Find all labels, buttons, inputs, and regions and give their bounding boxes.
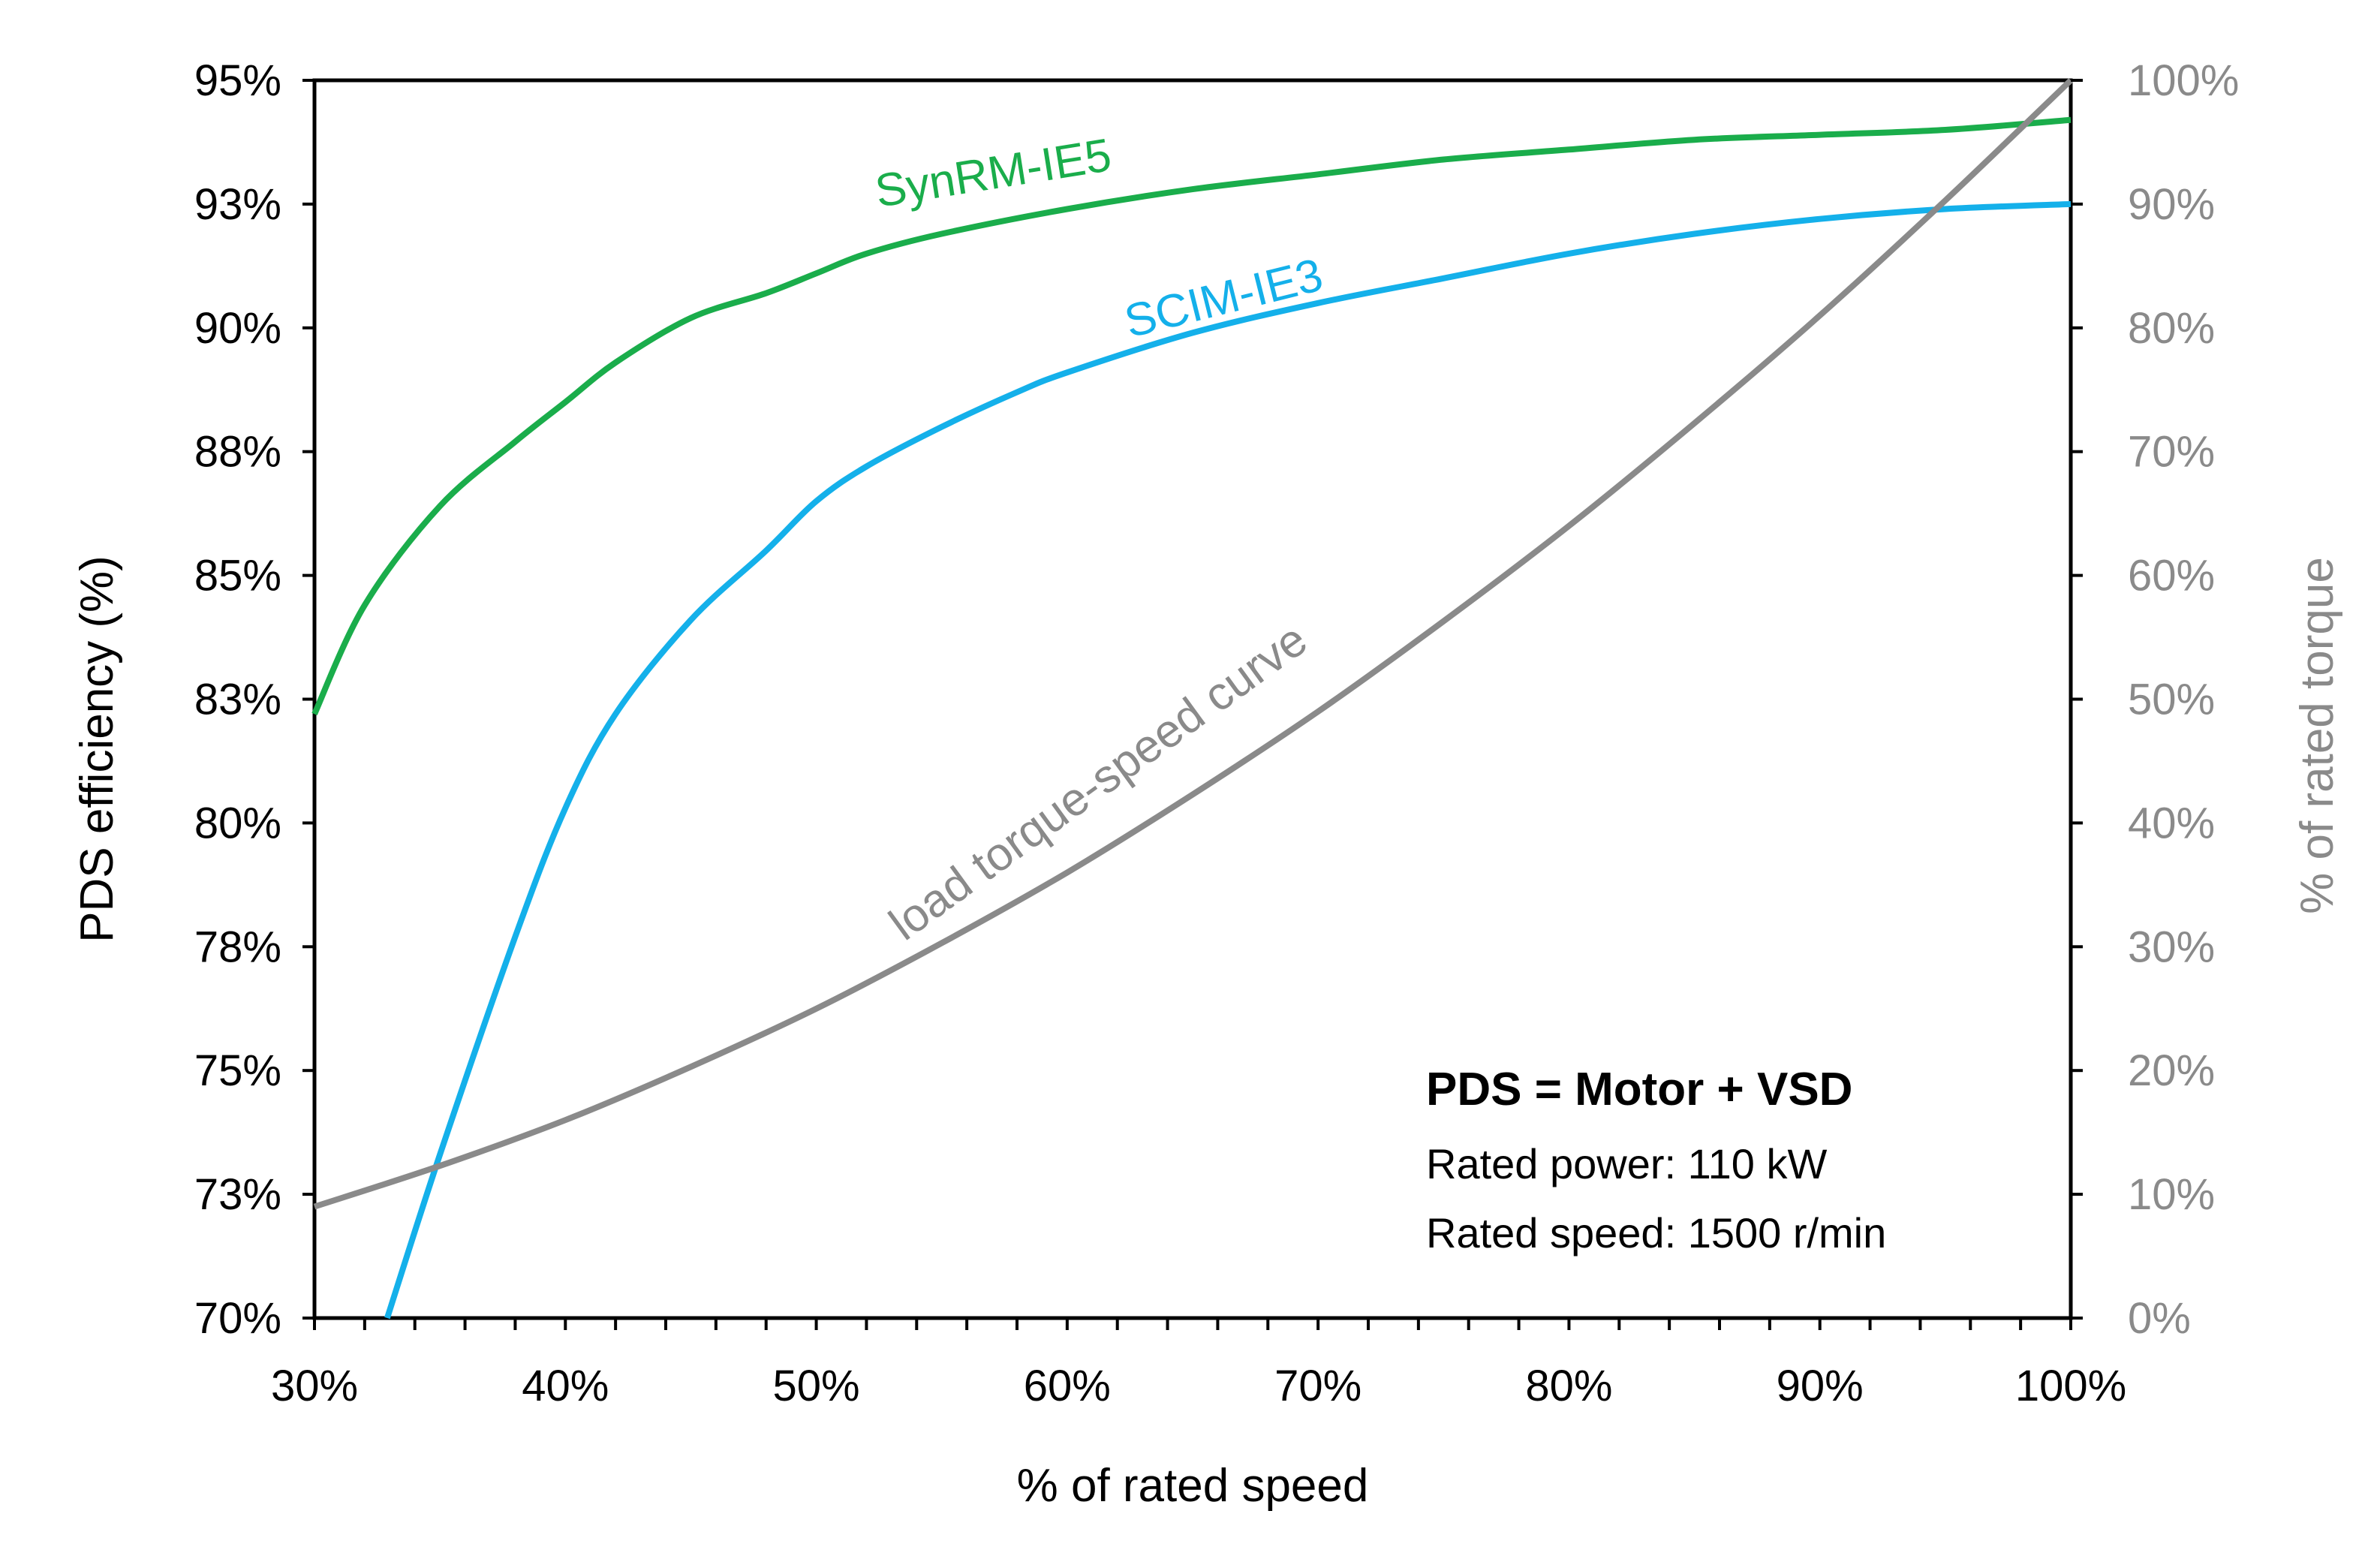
y-left-tick-label: 70% bbox=[194, 1294, 281, 1343]
y-left-tick-label: 75% bbox=[194, 1046, 281, 1095]
y-right-tick-label: 80% bbox=[2128, 304, 2215, 353]
y-left-tick-label: 90% bbox=[194, 304, 281, 353]
series-layer bbox=[311, 78, 2073, 1320]
load-torque-speed-line bbox=[313, 78, 2073, 1210]
y-left-tick-label: 78% bbox=[194, 922, 281, 971]
y-left-tick-label: 83% bbox=[194, 676, 281, 724]
y-right-tick-label: 0% bbox=[2128, 1294, 2191, 1343]
series-label-scim: SCIM-IE3 bbox=[1120, 249, 1328, 348]
x-tick-label: 60% bbox=[1024, 1362, 1111, 1410]
x-tick-label: 80% bbox=[1525, 1362, 1612, 1410]
note-rated-power: Rated power: 110 kW bbox=[1426, 1140, 1827, 1187]
x-tick-label: 40% bbox=[522, 1362, 609, 1410]
y-left-tick-label: 88% bbox=[194, 428, 281, 477]
y-axis-left-title: PDS efficiency (%) bbox=[71, 555, 123, 943]
note-title: PDS = Motor + VSD bbox=[1426, 1064, 1852, 1115]
y-left-tick-label: 85% bbox=[194, 552, 281, 600]
y-right-tick-label: 60% bbox=[2128, 552, 2215, 600]
y-axis-right-title: % of rated torque bbox=[2291, 557, 2343, 914]
y-left-tick-label: 73% bbox=[194, 1170, 281, 1219]
y-right-tick-label: 70% bbox=[2128, 428, 2215, 477]
y-right-tick-label: 50% bbox=[2128, 676, 2215, 724]
x-tick-label: 100% bbox=[2015, 1362, 2126, 1410]
x-tick-label: 70% bbox=[1274, 1362, 1362, 1410]
x-tick-label: 30% bbox=[271, 1362, 358, 1410]
tick-layer: 70% 73% 75% 78% 80% 83% 85% 88% 90% 93% 95% 0% 10% 20… bbox=[194, 56, 2239, 1410]
y-left-tick-label: 80% bbox=[194, 799, 281, 847]
y-right-tick-label: 100% bbox=[2128, 56, 2239, 105]
x-tick-label: 50% bbox=[773, 1362, 860, 1410]
y-right-tick-label: 90% bbox=[2128, 180, 2215, 229]
x-tick-label: 90% bbox=[1777, 1362, 1864, 1410]
y-left-tick-label: 93% bbox=[194, 180, 281, 229]
synrm-ie5-line bbox=[311, 116, 2072, 715]
x-axis-title: % of rated speed bbox=[1017, 1460, 1369, 1512]
y-right-tick-label: 40% bbox=[2128, 799, 2215, 847]
y-right-tick-label: 20% bbox=[2128, 1046, 2215, 1095]
y-left-tick-label: 95% bbox=[194, 56, 281, 105]
y-right-tick-label: 30% bbox=[2128, 922, 2215, 971]
series-label-load: load torque-speed curve bbox=[880, 613, 1317, 950]
scim-ie3-line bbox=[384, 200, 2072, 1320]
y-right-tick-label: 10% bbox=[2128, 1170, 2215, 1219]
note-rated-speed: Rated speed: 1500 r/min bbox=[1426, 1209, 1886, 1257]
